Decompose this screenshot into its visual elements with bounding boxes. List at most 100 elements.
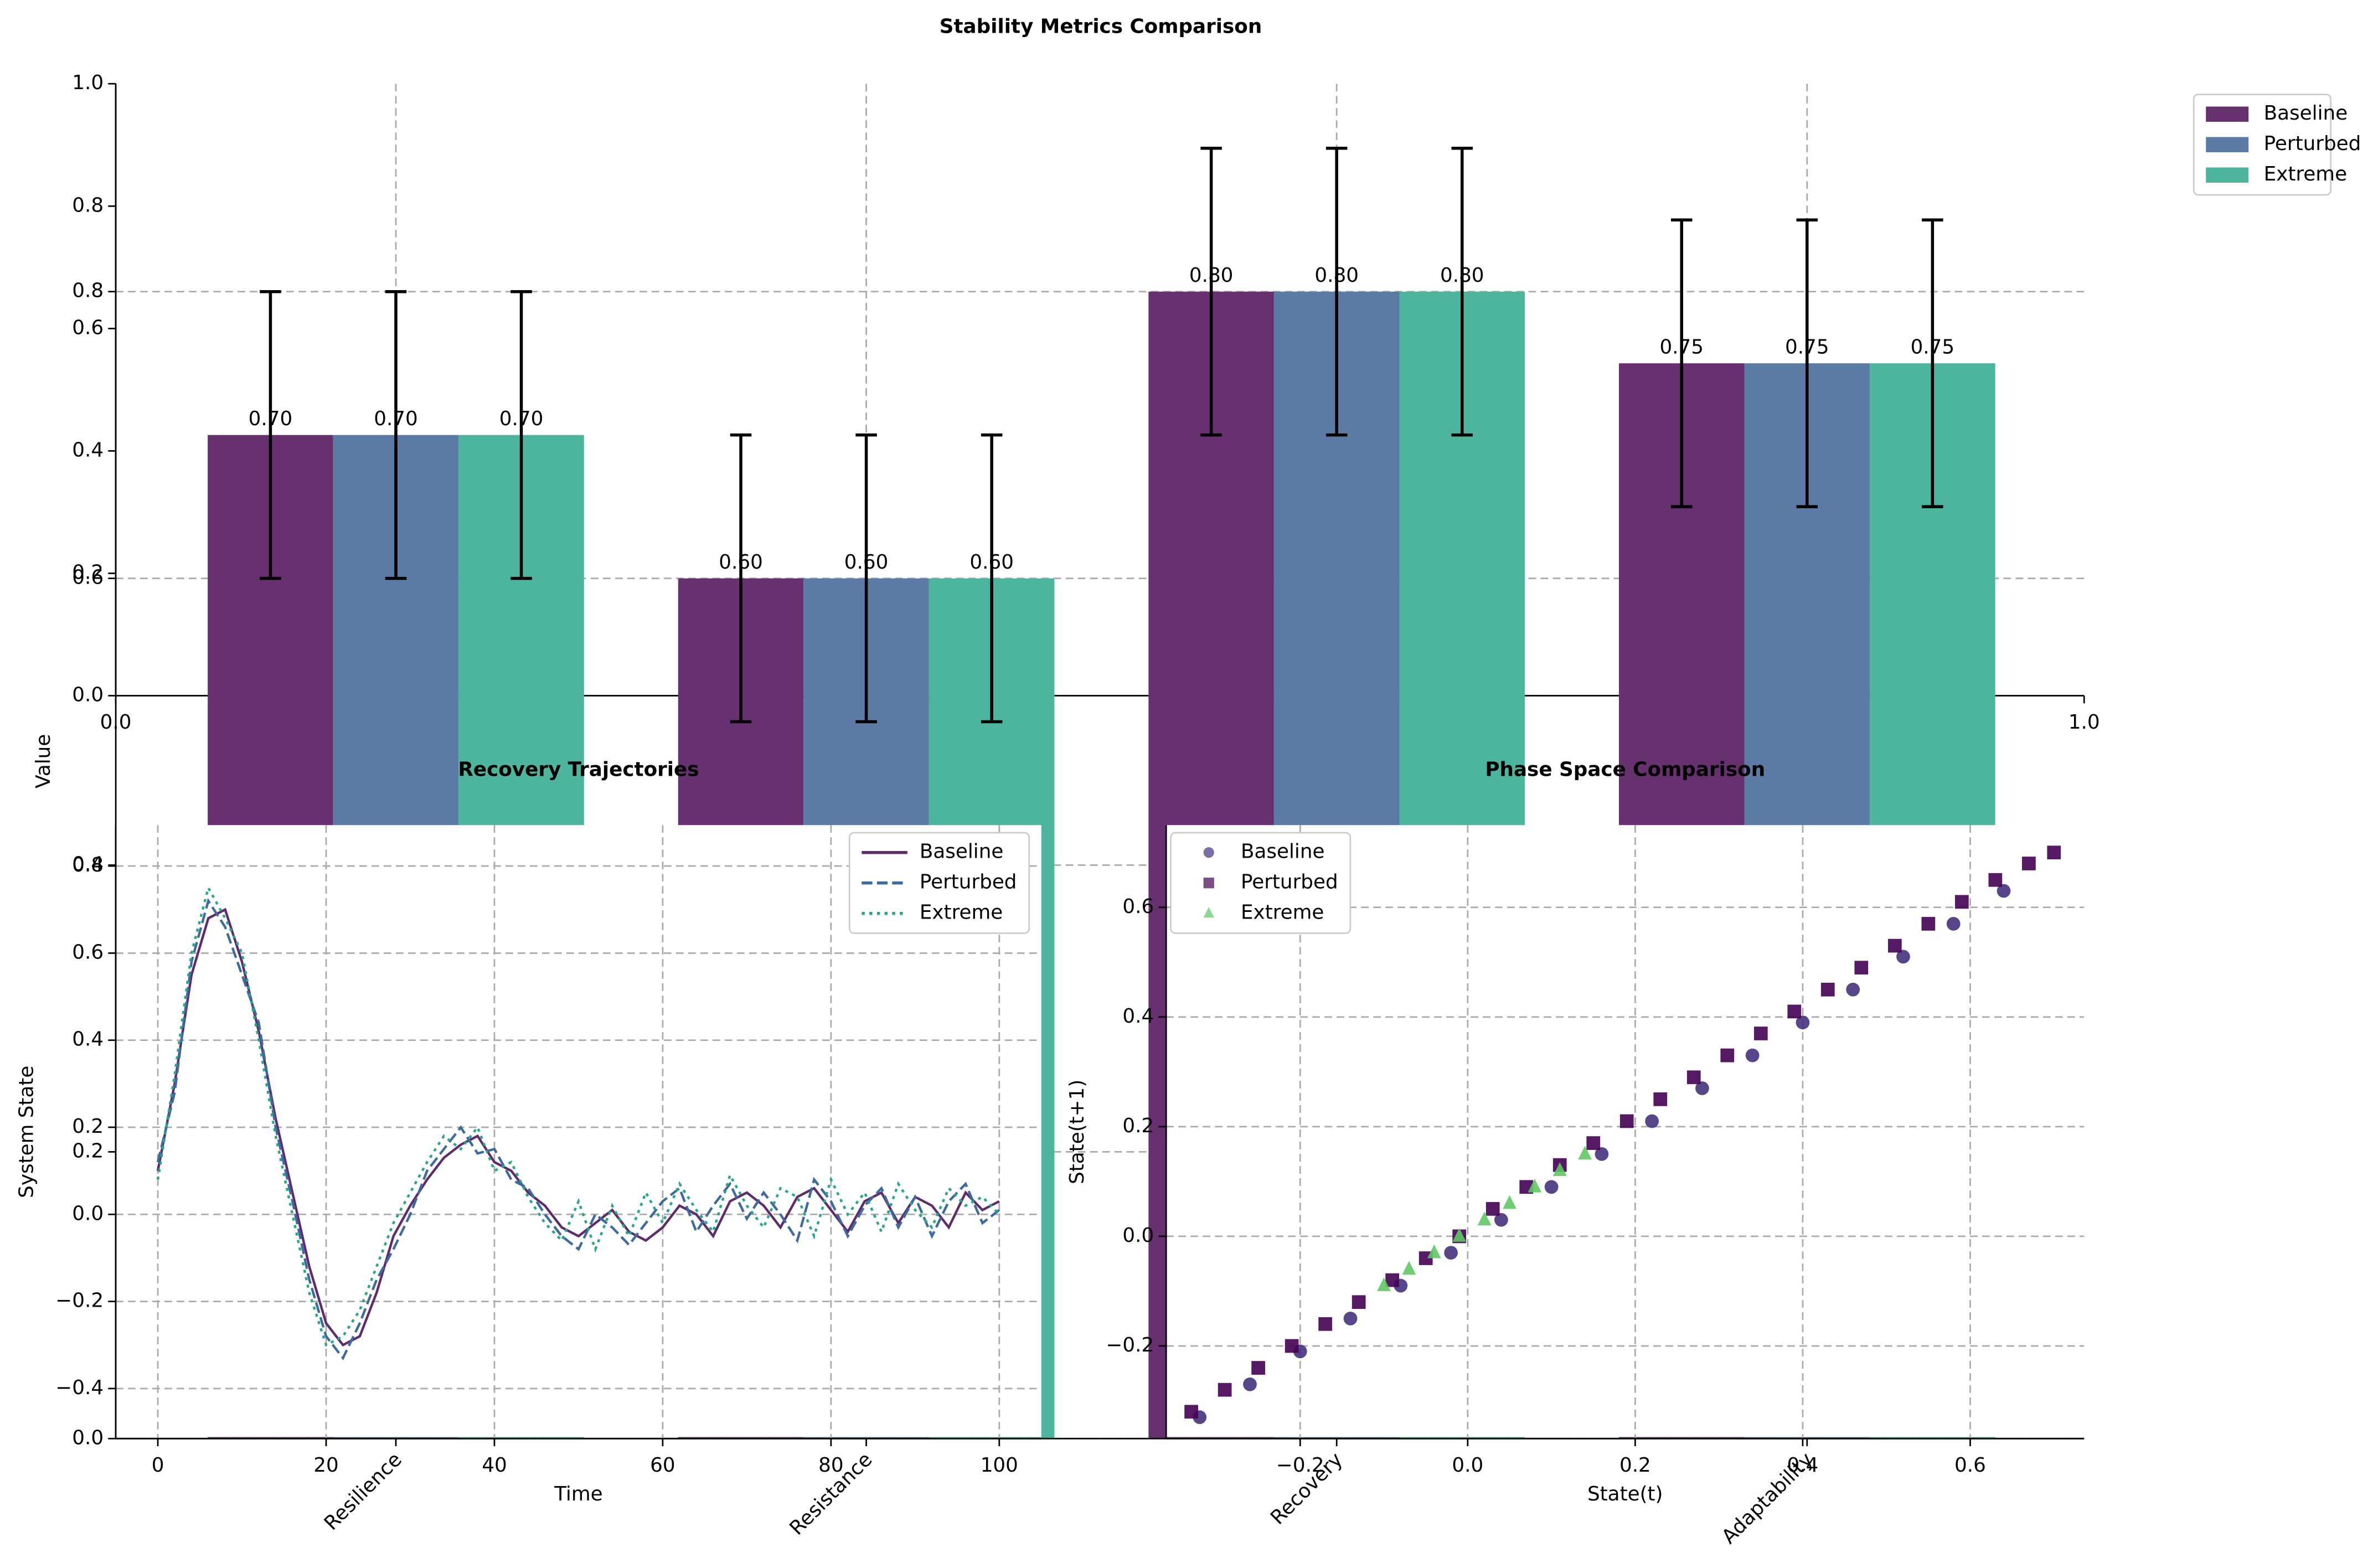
y-tick-label: 1.0 xyxy=(72,71,104,94)
marker xyxy=(1427,1244,1441,1258)
marker xyxy=(1595,1147,1609,1161)
value-label: 0.70 xyxy=(499,408,544,430)
error-bar xyxy=(510,290,532,580)
marker xyxy=(1184,1405,1199,1419)
value-label: 0.60 xyxy=(719,551,763,574)
marker xyxy=(1854,961,1869,975)
marker xyxy=(1318,1317,1333,1331)
value-label: 0.80 xyxy=(1440,264,1484,287)
marker xyxy=(1653,1092,1668,1106)
marker xyxy=(1377,1277,1391,1291)
y-axis-label: State(t+1) xyxy=(1066,1080,1089,1184)
marker xyxy=(1796,1015,1810,1030)
x-tick-label: 80 xyxy=(818,1454,843,1477)
legend-swatch xyxy=(2206,167,2249,183)
y-tick-label: 0.0 xyxy=(72,1202,104,1225)
x-tick-label: 0.4 xyxy=(1787,1454,1819,1477)
y-axis-label: Value xyxy=(32,734,55,788)
marker xyxy=(1753,1027,1768,1040)
x-tick-label: 40 xyxy=(482,1454,507,1477)
error-bar xyxy=(260,290,281,580)
marker xyxy=(1285,1339,1299,1353)
marker xyxy=(1477,1211,1492,1226)
y-tick-label: 0.2 xyxy=(72,1115,104,1138)
legend-label: Extreme xyxy=(2264,163,2347,185)
y-axis-label: System State xyxy=(16,1066,38,1198)
marker xyxy=(1720,1048,1735,1062)
marker xyxy=(1503,1195,1516,1209)
x-tick-label: 100 xyxy=(981,1454,1018,1477)
marker xyxy=(1402,1261,1416,1275)
legend-label: Perturbed xyxy=(1241,871,1338,894)
marker xyxy=(2022,857,2036,870)
y-tick-label: 0.0 xyxy=(72,684,104,706)
marker xyxy=(1954,895,1969,909)
marker xyxy=(1695,1081,1709,1095)
x-tick-label: 1.0 xyxy=(2069,711,2100,734)
y-tick-label: 0.6 xyxy=(1122,895,1154,918)
y-tick-label: −0.4 xyxy=(55,1376,104,1399)
y-tick-label: 0.6 xyxy=(72,566,104,589)
x-axis-label: Time xyxy=(554,1483,602,1505)
y-tick-label: 0.8 xyxy=(72,854,104,876)
marker xyxy=(1444,1246,1458,1260)
value-label: 0.60 xyxy=(844,551,889,574)
marker xyxy=(1385,1273,1400,1287)
y-tick-label: 0.2 xyxy=(72,1139,104,1162)
error-bar xyxy=(855,433,877,724)
value-label: 0.80 xyxy=(1314,264,1359,287)
marker xyxy=(1452,1228,1467,1242)
marker xyxy=(1686,1070,1701,1085)
error-bar xyxy=(1922,218,1943,508)
line-series xyxy=(156,898,1000,1360)
error-bar xyxy=(981,433,1003,724)
marker xyxy=(1485,1202,1500,1216)
value-label: 0.75 xyxy=(1911,336,1955,359)
value-label: 0.70 xyxy=(374,408,418,430)
legend-label: Baseline xyxy=(2264,102,2348,125)
marker xyxy=(1343,1312,1358,1325)
marker xyxy=(1820,982,1835,997)
y-tick-label: 0.0 xyxy=(72,1426,104,1449)
legend-box xyxy=(1170,832,1352,934)
error-bar xyxy=(1670,218,1693,508)
marker xyxy=(1544,1180,1559,1194)
line-series xyxy=(156,907,1000,1347)
error-bar xyxy=(1796,218,1818,508)
error-bar xyxy=(1325,147,1348,437)
marker xyxy=(1203,878,1214,889)
chart-title: Recovery Trajectories xyxy=(458,758,699,781)
marker xyxy=(1251,1361,1266,1375)
legend-label: Baseline xyxy=(920,840,1004,863)
y-tick-label: 0.8 xyxy=(72,194,104,216)
marker xyxy=(1203,907,1214,918)
marker xyxy=(1619,1114,1634,1128)
y-tick-label: 0.4 xyxy=(72,1028,104,1051)
marker xyxy=(1787,1004,1802,1019)
value-label: 0.60 xyxy=(969,551,1014,574)
y-tick-label: 0.0 xyxy=(1122,1224,1154,1247)
legend-box xyxy=(848,832,1030,934)
marker xyxy=(1997,884,2011,898)
error-bar xyxy=(385,290,407,580)
x-axis-label: State(t) xyxy=(1587,1483,1663,1505)
value-label: 0.75 xyxy=(1785,336,1829,359)
marker xyxy=(1203,847,1214,858)
marker xyxy=(1896,950,1910,964)
x-tick-label: 60 xyxy=(650,1454,675,1477)
y-tick-label: 0.4 xyxy=(72,439,104,461)
error-bar xyxy=(1200,147,1222,437)
marker xyxy=(1494,1213,1508,1227)
marker xyxy=(1946,917,1961,931)
marker xyxy=(1578,1146,1592,1160)
y-tick-label: −0.2 xyxy=(55,1290,104,1312)
marker xyxy=(1645,1114,1659,1128)
chart-title: Stability Metrics Comparison xyxy=(940,15,1262,38)
marker xyxy=(1988,873,2003,887)
value-label: 0.75 xyxy=(1659,336,1704,359)
marker xyxy=(2047,845,2061,860)
y-tick-label: 0.8 xyxy=(72,280,104,302)
x-tick-label: 20 xyxy=(313,1454,338,1477)
y-tick-label: 0.6 xyxy=(72,316,104,339)
